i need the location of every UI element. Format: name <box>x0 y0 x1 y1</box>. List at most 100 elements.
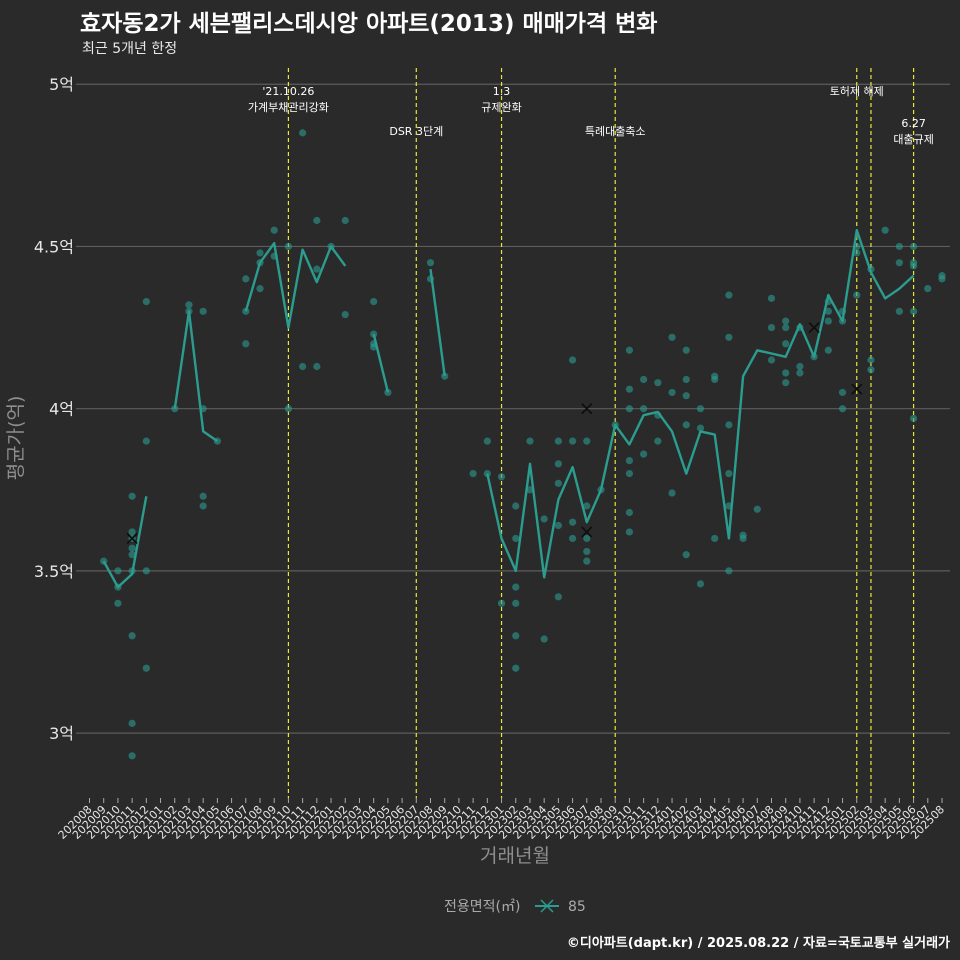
data-point <box>114 567 122 575</box>
data-point <box>526 437 534 445</box>
chart-title: 효자동2가 세븐팰리스데시앙 아파트(2013) 매매가격 변화 <box>80 11 658 37</box>
data-point <box>512 599 520 607</box>
series-line <box>102 229 915 589</box>
data-point <box>782 317 790 325</box>
data-point <box>782 379 790 387</box>
data-point <box>114 599 122 607</box>
chart-subtitle: 최근 5개년 한정 <box>82 41 178 57</box>
data-point <box>199 307 207 315</box>
data-point <box>881 226 889 234</box>
data-point <box>299 362 307 371</box>
data-point <box>696 405 705 413</box>
data-point <box>796 362 804 371</box>
data-point <box>313 362 321 371</box>
data-point <box>909 414 918 422</box>
data-point <box>853 291 861 299</box>
x-marker <box>581 526 593 538</box>
data-point <box>909 242 918 251</box>
data-point <box>512 632 520 640</box>
data-point <box>725 333 733 341</box>
data-point <box>838 405 847 413</box>
data-point <box>142 437 150 445</box>
data-point <box>696 580 705 588</box>
legend-x-swatch <box>540 899 554 913</box>
source-caption: ©디아파트(dapt.kr) / 2025.08.22 / 자료=국토교통부 실… <box>566 936 950 951</box>
data-point <box>483 437 491 445</box>
data-point <box>284 405 293 413</box>
event-label-202506: 6.27 <box>901 117 926 130</box>
data-point <box>838 388 847 397</box>
data-point <box>128 528 136 536</box>
data-point <box>554 593 562 601</box>
data-point <box>625 405 634 413</box>
data-point <box>313 265 321 273</box>
data-point <box>441 372 449 380</box>
data-point <box>668 388 676 397</box>
data-point <box>824 307 832 315</box>
event-label-202301: 규제완화 <box>481 101 521 114</box>
data-point <box>625 346 634 354</box>
event-label-202110: '21.10.26 <box>262 85 314 98</box>
y-tick-label: 3억 <box>49 724 74 743</box>
y-tick-label: 4.5억 <box>34 237 74 256</box>
data-point <box>256 249 264 257</box>
data-point <box>128 719 136 727</box>
data-point <box>568 534 577 543</box>
x-marker <box>808 321 820 334</box>
data-point <box>483 469 491 478</box>
data-point <box>668 489 676 497</box>
data-point <box>824 346 832 354</box>
data-point <box>284 242 293 251</box>
legend-title: 전용면적(㎡) <box>444 899 520 915</box>
data-point <box>625 528 634 536</box>
data-point <box>725 469 733 478</box>
data-point <box>682 392 690 400</box>
data-point <box>682 421 690 429</box>
data-point <box>370 298 378 306</box>
x-axis-ticks: 2020082020092020102020112020122021012021… <box>56 798 947 842</box>
data-point <box>725 567 733 575</box>
data-point <box>909 262 918 270</box>
y-axis-label: 평균가(억) <box>5 396 27 481</box>
data-point <box>540 635 548 643</box>
data-point <box>299 129 307 137</box>
data-point <box>867 356 875 364</box>
data-point <box>895 242 903 251</box>
data-point <box>867 366 875 374</box>
data-point <box>767 356 776 364</box>
data-point <box>128 544 136 552</box>
event-label-202309: 특례대출축소 <box>585 125 646 138</box>
data-point <box>242 275 250 283</box>
data-point <box>711 534 719 543</box>
data-point <box>554 437 562 445</box>
data-point <box>782 340 790 348</box>
y-tick-label: 3.5억 <box>34 562 74 581</box>
x-marker <box>126 532 138 545</box>
x-marker <box>851 383 863 395</box>
data-point <box>568 356 577 364</box>
data-point <box>128 752 136 760</box>
data-point <box>583 557 591 565</box>
data-point <box>782 369 790 377</box>
data-point <box>270 226 278 234</box>
data-point <box>767 323 776 332</box>
data-point <box>739 531 747 539</box>
data-point <box>512 583 520 591</box>
event-label-202207: DSR 3단계 <box>389 125 443 138</box>
x-marker <box>581 403 593 415</box>
event-lines <box>287 68 915 798</box>
data-point <box>554 460 562 468</box>
data-point <box>725 421 733 429</box>
data-point <box>696 424 705 432</box>
data-point <box>824 317 832 325</box>
series-85-line <box>102 229 915 589</box>
data-point <box>568 518 577 526</box>
data-point <box>526 486 534 494</box>
data-point <box>583 502 591 510</box>
data-point <box>853 249 861 257</box>
data-point <box>909 307 918 315</box>
data-point <box>682 375 690 384</box>
data-point <box>583 534 591 543</box>
data-point <box>256 285 264 293</box>
